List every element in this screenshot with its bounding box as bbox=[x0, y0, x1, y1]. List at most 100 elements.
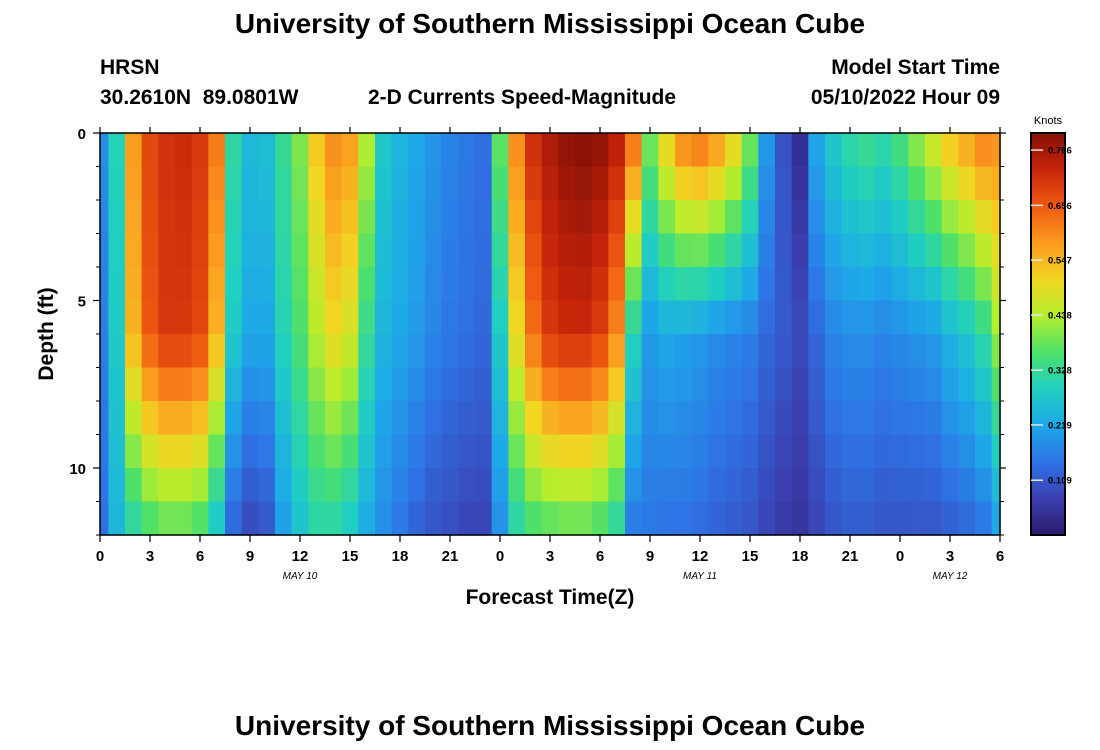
heatmap-cell bbox=[308, 434, 326, 469]
heatmap-cell bbox=[308, 200, 326, 235]
heatmap-cell bbox=[425, 233, 443, 268]
heatmap-cell bbox=[908, 334, 926, 369]
heatmap-cell bbox=[175, 434, 193, 469]
heatmap-cell bbox=[725, 233, 743, 268]
heatmap-cell bbox=[191, 200, 209, 235]
heatmap-cell bbox=[591, 468, 609, 503]
heatmap-cell bbox=[725, 434, 743, 469]
heatmap-cell bbox=[325, 200, 343, 235]
heatmap-cell bbox=[441, 166, 459, 201]
heatmap-cell bbox=[591, 166, 609, 201]
heatmap-cell bbox=[908, 367, 926, 402]
heatmap-cell bbox=[758, 468, 776, 503]
heatmap-cell bbox=[975, 501, 993, 536]
x-axis-label: Forecast Time(Z) bbox=[466, 586, 635, 609]
heatmap-cell bbox=[941, 133, 959, 168]
heatmap-cell bbox=[458, 267, 476, 302]
heatmap-cell bbox=[791, 468, 809, 503]
heatmap-cell bbox=[308, 267, 326, 302]
heatmap-cell bbox=[525, 166, 543, 201]
heatmap-cell bbox=[508, 166, 526, 201]
heatmap-cell bbox=[958, 334, 976, 369]
heatmap-cell bbox=[100, 434, 109, 469]
heatmap-cell bbox=[225, 501, 243, 536]
heatmap-cell bbox=[358, 334, 376, 369]
heatmap-cell bbox=[108, 166, 126, 201]
heatmap-cell bbox=[941, 200, 959, 235]
heatmap-cell bbox=[475, 133, 493, 168]
heatmap-cell bbox=[358, 468, 376, 503]
heatmap-cell bbox=[100, 300, 109, 335]
footer-title: University of Southern Mississippi Ocean… bbox=[234, 710, 866, 741]
heatmap-cell bbox=[975, 267, 993, 302]
heatmap-cell bbox=[291, 166, 309, 201]
heatmap-cell bbox=[291, 434, 309, 469]
heatmap-cell bbox=[541, 501, 559, 536]
heatmap-cell bbox=[425, 300, 443, 335]
x-tick-label: 0 bbox=[496, 548, 504, 565]
heatmap-cell bbox=[458, 166, 476, 201]
heatmap-cell bbox=[375, 401, 393, 436]
heatmap-cell bbox=[708, 367, 726, 402]
heatmap-cell bbox=[875, 367, 893, 402]
heatmap-cell bbox=[925, 334, 943, 369]
heatmap-cell bbox=[441, 133, 459, 168]
heatmap-cell bbox=[475, 434, 493, 469]
heatmap-cell bbox=[991, 233, 1001, 268]
heatmap-cell bbox=[291, 267, 309, 302]
heatmap-cell bbox=[491, 501, 509, 536]
heatmap-cell bbox=[958, 434, 976, 469]
heatmap-cell bbox=[491, 468, 509, 503]
heatmap-cell bbox=[541, 233, 559, 268]
heatmap-cell bbox=[825, 401, 843, 436]
heatmap-cell bbox=[941, 501, 959, 536]
heatmap-cell bbox=[125, 401, 143, 436]
heatmap-cell bbox=[241, 334, 259, 369]
heatmap-cell bbox=[991, 300, 1001, 335]
heatmap-cell bbox=[191, 267, 209, 302]
heatmap-cell bbox=[541, 434, 559, 469]
heatmap-cell bbox=[375, 367, 393, 402]
heatmap-cell bbox=[875, 468, 893, 503]
heatmap-cell bbox=[841, 367, 859, 402]
heatmap-cell bbox=[525, 200, 543, 235]
heatmap-cell bbox=[591, 501, 609, 536]
heatmap-cell bbox=[575, 267, 593, 302]
x-tick-label: 18 bbox=[392, 548, 409, 565]
heatmap-cell bbox=[158, 133, 176, 168]
heatmap-cell bbox=[258, 334, 276, 369]
heatmap-cell bbox=[625, 501, 643, 536]
heatmap-cell bbox=[275, 334, 293, 369]
heatmap-cell bbox=[491, 233, 509, 268]
heatmap-cell bbox=[991, 434, 1001, 469]
heatmap-cell bbox=[241, 133, 259, 168]
heatmap-cell bbox=[141, 166, 159, 201]
heatmap-cell bbox=[291, 468, 309, 503]
heatmap-cell bbox=[391, 401, 409, 436]
heatmap-cell bbox=[725, 468, 743, 503]
heatmap-cell bbox=[341, 200, 359, 235]
heatmap-cell bbox=[491, 434, 509, 469]
heatmap-cell bbox=[441, 468, 459, 503]
heatmap-cell bbox=[991, 367, 1001, 402]
heatmap-cell bbox=[291, 501, 309, 536]
x-tick-label: 9 bbox=[646, 548, 654, 565]
heatmap-cell bbox=[825, 501, 843, 536]
heatmap-cell bbox=[608, 334, 626, 369]
heatmap-cell bbox=[641, 334, 659, 369]
heatmap-cell bbox=[908, 434, 926, 469]
heatmap-cell bbox=[375, 334, 393, 369]
heatmap-cell bbox=[175, 501, 193, 536]
heatmap-cell bbox=[525, 367, 543, 402]
heatmap-cell bbox=[758, 300, 776, 335]
heatmap-cell bbox=[141, 367, 159, 402]
colorbar-tick-label: 0.438 bbox=[1048, 310, 1072, 321]
heatmap-cell bbox=[108, 300, 126, 335]
heatmap-cell bbox=[125, 267, 143, 302]
heatmap-cell bbox=[641, 501, 659, 536]
heatmap-cell bbox=[458, 200, 476, 235]
heatmap-cell bbox=[175, 367, 193, 402]
heatmap-cell bbox=[758, 434, 776, 469]
heatmap-cell bbox=[441, 267, 459, 302]
heatmap-cell bbox=[175, 300, 193, 335]
